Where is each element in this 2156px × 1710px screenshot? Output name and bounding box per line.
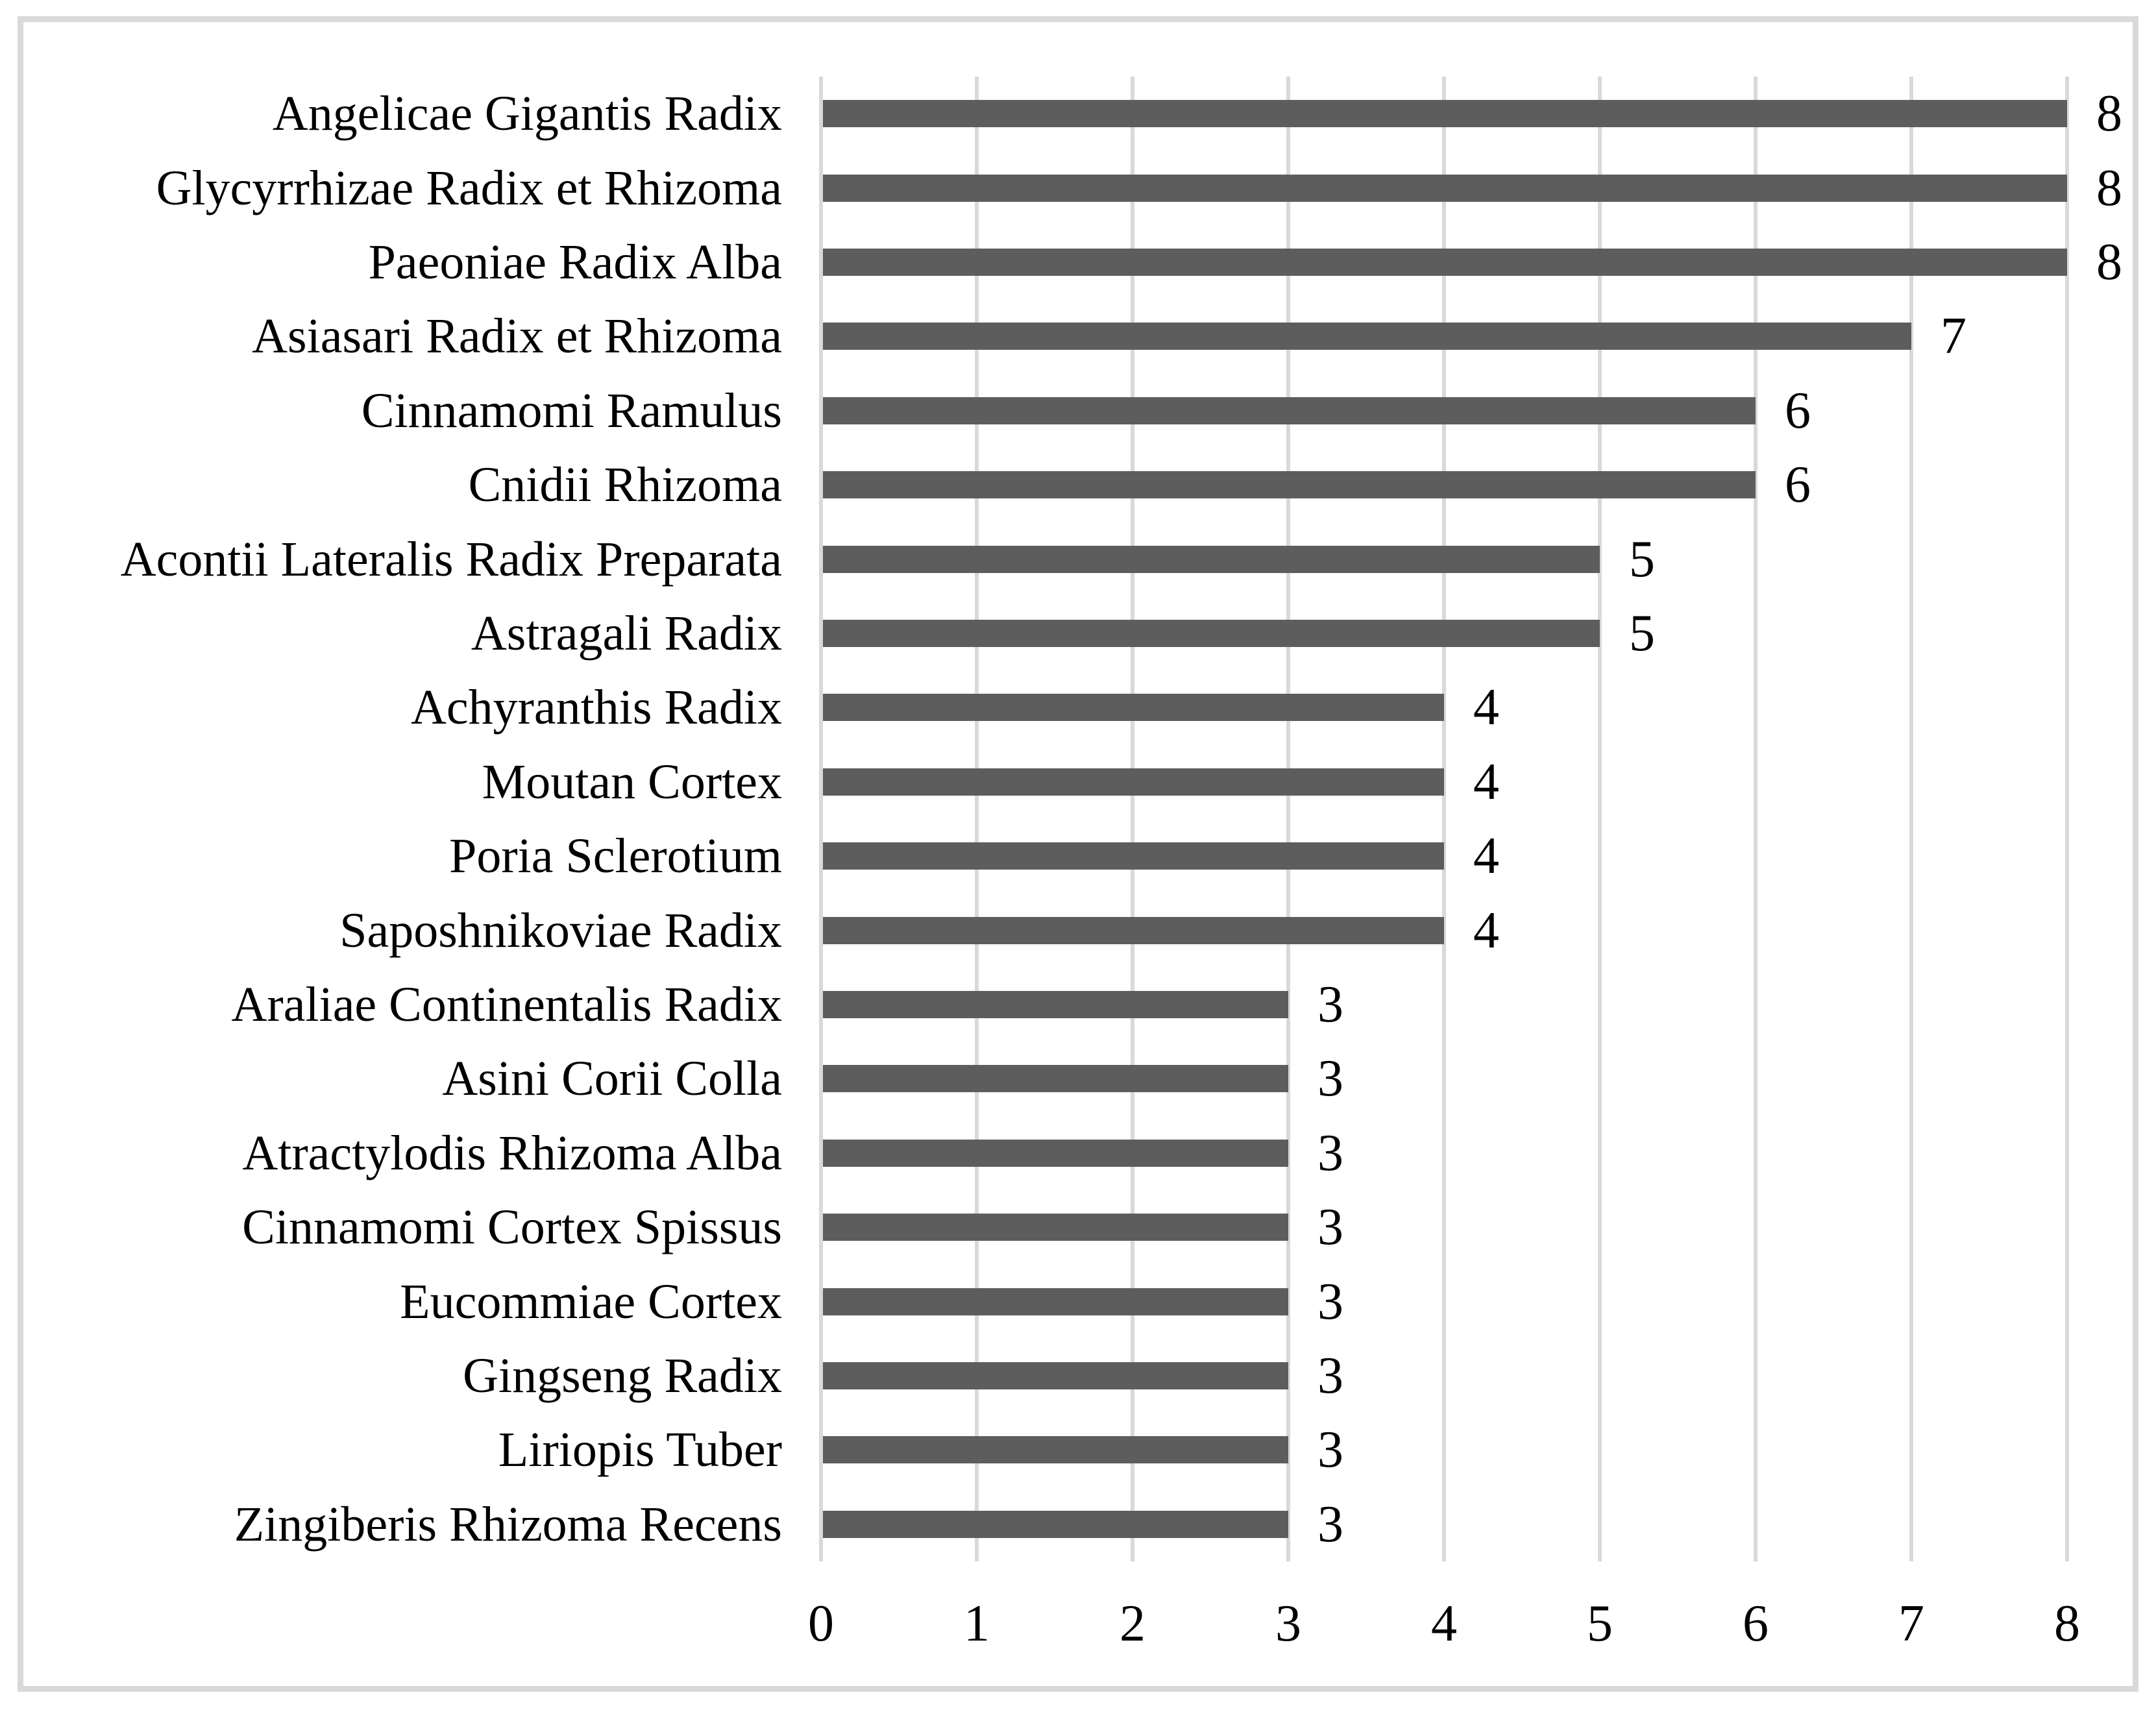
category-label: Moutan Cortex <box>482 754 782 809</box>
category-label: Poria Sclerotium <box>449 829 782 884</box>
value-label: 4 <box>1473 901 1499 959</box>
category-label: Cinnamomi Cortex Spissus <box>242 1200 782 1255</box>
gridline <box>1131 77 1134 1561</box>
value-label: 6 <box>1785 456 1811 514</box>
category-label: Gingseng Radix <box>463 1349 782 1403</box>
bar <box>823 1139 1288 1167</box>
bar <box>823 1065 1288 1093</box>
value-label: 3 <box>1317 1273 1343 1330</box>
bar <box>823 100 2067 128</box>
value-label: 7 <box>1941 308 1966 365</box>
value-label: 3 <box>1317 1421 1343 1479</box>
category-label: Astragali Radix <box>471 606 782 661</box>
x-axis-tick-label: 1 <box>964 1595 990 1652</box>
category-label: Glycyrrhizae Radix et Rhizoma <box>156 160 782 215</box>
bar <box>823 174 2067 202</box>
bar <box>823 1214 1288 1241</box>
x-axis-tick-label: 6 <box>1743 1595 1769 1652</box>
value-label: 4 <box>1473 827 1499 885</box>
category-label: Cinnamomi Ramulus <box>361 383 782 438</box>
bar <box>823 1510 1288 1538</box>
bar <box>823 397 1756 424</box>
bar <box>823 249 2067 276</box>
value-label: 4 <box>1473 679 1499 737</box>
value-label: 8 <box>2096 159 2122 217</box>
gridline <box>1909 77 1913 1561</box>
gridline <box>819 77 823 1561</box>
x-axis-tick-label: 5 <box>1587 1595 1613 1652</box>
category-label: Paeoniae Radix Alba <box>368 235 782 289</box>
gridline <box>2065 77 2069 1561</box>
bar <box>823 1362 1288 1389</box>
x-axis-tick-label: 3 <box>1275 1595 1301 1652</box>
category-label: Eucommiae Cortex <box>400 1274 782 1329</box>
gridline <box>1442 77 1446 1561</box>
bar <box>823 1288 1288 1315</box>
category-label: Liriopis Tuber <box>498 1423 782 1478</box>
value-label: 3 <box>1317 1124 1343 1182</box>
value-label: 4 <box>1473 753 1499 811</box>
bar <box>823 620 1600 647</box>
value-label: 3 <box>1317 976 1343 1033</box>
x-axis-tick-label: 0 <box>808 1595 834 1652</box>
gridline <box>1598 77 1602 1561</box>
category-label: Asini Corii Colla <box>442 1051 782 1106</box>
value-label: 8 <box>2096 85 2122 143</box>
value-label: 3 <box>1317 1199 1343 1256</box>
category-label: Araliae Continentalis Radix <box>231 977 782 1032</box>
category-label: Atractylodis Rhizoma Alba <box>242 1125 782 1180</box>
bar <box>823 842 1444 870</box>
bar <box>823 694 1444 722</box>
category-label: Angelicae Gigantis Radix <box>272 86 782 141</box>
gridline <box>1286 77 1290 1561</box>
value-label: 5 <box>1629 605 1655 662</box>
bar <box>823 991 1288 1018</box>
bar <box>823 323 1911 350</box>
category-label: Acontii Lateralis Radix Preparata <box>120 531 782 587</box>
bar <box>823 471 1756 499</box>
value-label: 8 <box>2096 234 2122 291</box>
category-label: Saposhnikoviae Radix <box>339 903 782 958</box>
value-label: 3 <box>1317 1050 1343 1108</box>
x-axis-tick-label: 2 <box>1120 1595 1145 1652</box>
x-axis-tick-label: 7 <box>1898 1595 1924 1652</box>
category-label: Asiasari Radix et Rhizoma <box>252 309 782 364</box>
category-label: Achyranthis Radix <box>410 680 782 735</box>
value-label: 6 <box>1785 382 1811 439</box>
bar <box>823 545 1600 573</box>
category-label: Cnidii Rhizoma <box>468 458 782 513</box>
gridline <box>1754 77 1758 1561</box>
gridline <box>975 77 979 1561</box>
bar <box>823 916 1444 944</box>
category-label: Zingiberis Rhizoma Recens <box>234 1496 782 1552</box>
x-axis-tick-label: 8 <box>2054 1595 2080 1652</box>
value-label: 3 <box>1317 1347 1343 1404</box>
bar <box>823 768 1444 796</box>
x-axis-tick-label: 4 <box>1431 1595 1457 1652</box>
bar <box>823 1436 1288 1464</box>
value-label: 3 <box>1317 1495 1343 1553</box>
value-label: 5 <box>1629 530 1655 588</box>
